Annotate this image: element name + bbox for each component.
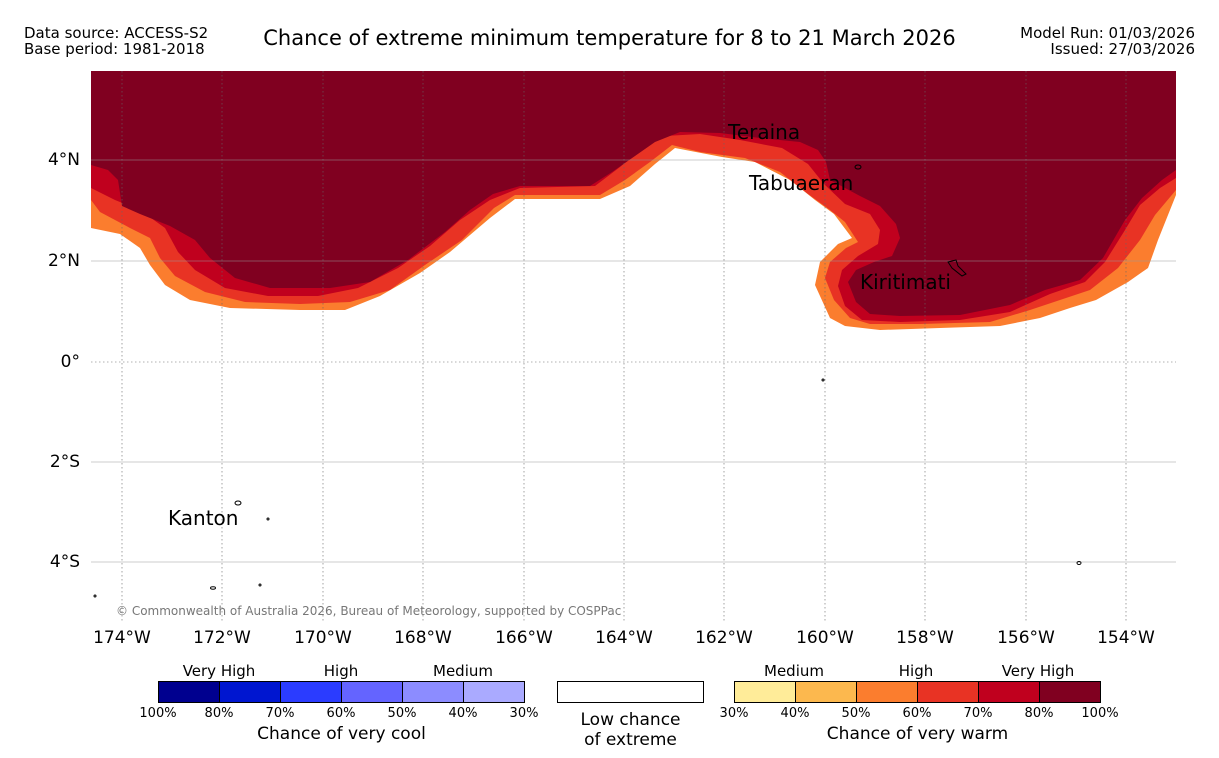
- cool-tick-30: 30%: [509, 706, 539, 721]
- warm-tick-50: 50%: [841, 706, 871, 721]
- island-kiritimati: [947, 259, 967, 277]
- cool-category-very-high: Very High: [182, 662, 256, 680]
- warm-tick-60: 60%: [902, 706, 932, 721]
- lon-label-162w: 162°W: [695, 628, 753, 648]
- cool-swatch-70-60: [281, 682, 342, 702]
- lat-label-4n: 4°N: [47, 150, 80, 170]
- cool-category-high: High: [323, 662, 359, 680]
- cool-tick-100: 100%: [139, 706, 177, 721]
- cool-colorbar: [158, 681, 525, 703]
- cool-tick-70: 70%: [265, 706, 295, 721]
- copyright-text: © Commonwealth of Australia 2026, Bureau…: [116, 604, 621, 618]
- band-100: [91, 71, 1176, 316]
- warm-swatch-70-80: [979, 682, 1040, 702]
- header-left: Data source: ACCESS-S2 Base period: 1981…: [24, 25, 208, 57]
- cool-legend-title: Chance of very cool: [257, 724, 426, 744]
- island-small-1: [266, 517, 270, 521]
- warm-category-very-high: Very High: [1001, 662, 1075, 680]
- lon-label-170w: 170°W: [294, 628, 352, 648]
- island-small-6: [1076, 561, 1082, 565]
- issued-text: Issued: 27/03/2026: [1050, 40, 1195, 58]
- island-small-2: [210, 586, 216, 590]
- warm-swatch-60-70: [918, 682, 979, 702]
- cool-swatch-40-30: [464, 682, 524, 702]
- cool-swatch-80-70: [220, 682, 281, 702]
- warm-category-medium: Medium: [764, 662, 824, 680]
- header-right: Model Run: 01/03/2026 Issued: 27/03/2026: [1020, 25, 1195, 57]
- warm-colorbar: [734, 681, 1101, 703]
- low-chance-swatch: [557, 681, 704, 703]
- warm-swatch-50-60: [857, 682, 918, 702]
- warm-tick-40: 40%: [780, 706, 810, 721]
- island-kanton: [234, 500, 242, 506]
- chart-title: Chance of extreme minimum temperature fo…: [263, 26, 956, 50]
- cool-tick-40: 40%: [448, 706, 478, 721]
- lon-label-168w: 168°W: [394, 628, 452, 648]
- cool-swatch-100-80: [159, 682, 220, 702]
- lon-label-172w: 172°W: [193, 628, 251, 648]
- warm-tick-30: 30%: [719, 706, 749, 721]
- lat-label-2n: 2°N: [47, 251, 80, 271]
- warm-swatch-80-100: [1040, 682, 1100, 702]
- warm-swatch-30-40: [735, 682, 796, 702]
- lon-label-154w: 154°W: [1097, 628, 1155, 648]
- place-label-kanton: Kanton: [168, 506, 238, 530]
- lat-label-4s: 4°S: [49, 552, 80, 572]
- lat-label-2s: 2°S: [49, 452, 80, 472]
- place-label-tabuaeran: Tabuaeran: [748, 171, 853, 195]
- cool-category-medium: Medium: [433, 662, 493, 680]
- model-run-text: Model Run: 01/03/2026: [1020, 24, 1195, 42]
- lon-label-158w: 158°W: [896, 628, 954, 648]
- latitude-gridlines: [91, 159, 1176, 563]
- cool-swatch-60-50: [342, 682, 403, 702]
- lon-label-160w: 160°W: [796, 628, 854, 648]
- lon-label-166w: 166°W: [495, 628, 553, 648]
- cool-tick-60: 60%: [326, 706, 356, 721]
- base-period-text: Base period: 1981-2018: [24, 40, 205, 58]
- cool-tick-80: 80%: [204, 706, 234, 721]
- island-small-5: [821, 378, 825, 382]
- low-chance-line2: of extreme: [584, 730, 677, 750]
- warm-swatch-40-50: [796, 682, 857, 702]
- warm-tick-80: 80%: [1024, 706, 1054, 721]
- lon-label-174w: 174°W: [93, 628, 151, 648]
- warm-tick-70: 70%: [963, 706, 993, 721]
- warm-category-high: High: [898, 662, 934, 680]
- lon-label-156w: 156°W: [997, 628, 1055, 648]
- warm-tick-100: 100%: [1081, 706, 1119, 721]
- low-chance-label: Low chance of extreme: [557, 710, 704, 750]
- data-source-text: Data source: ACCESS-S2: [24, 24, 209, 42]
- place-label-teraina: Teraina: [727, 120, 800, 144]
- low-chance-line1: Low chance: [580, 710, 681, 730]
- island-outlines: [93, 164, 1082, 598]
- island-small-3: [258, 583, 262, 587]
- cool-swatch-50-40: [403, 682, 464, 702]
- island-small-4: [93, 594, 97, 598]
- map-panel: Teraina Tabuaeran Kiritimati Kanton © Co…: [91, 71, 1176, 621]
- lat-label-0: 0°: [60, 352, 80, 372]
- lon-label-164w: 164°W: [595, 628, 653, 648]
- warm-legend-title: Chance of very warm: [826, 724, 1009, 744]
- place-label-kiritimati: Kiritimati: [860, 270, 951, 294]
- cool-tick-50: 50%: [387, 706, 417, 721]
- island-tabuaeran: [854, 164, 862, 170]
